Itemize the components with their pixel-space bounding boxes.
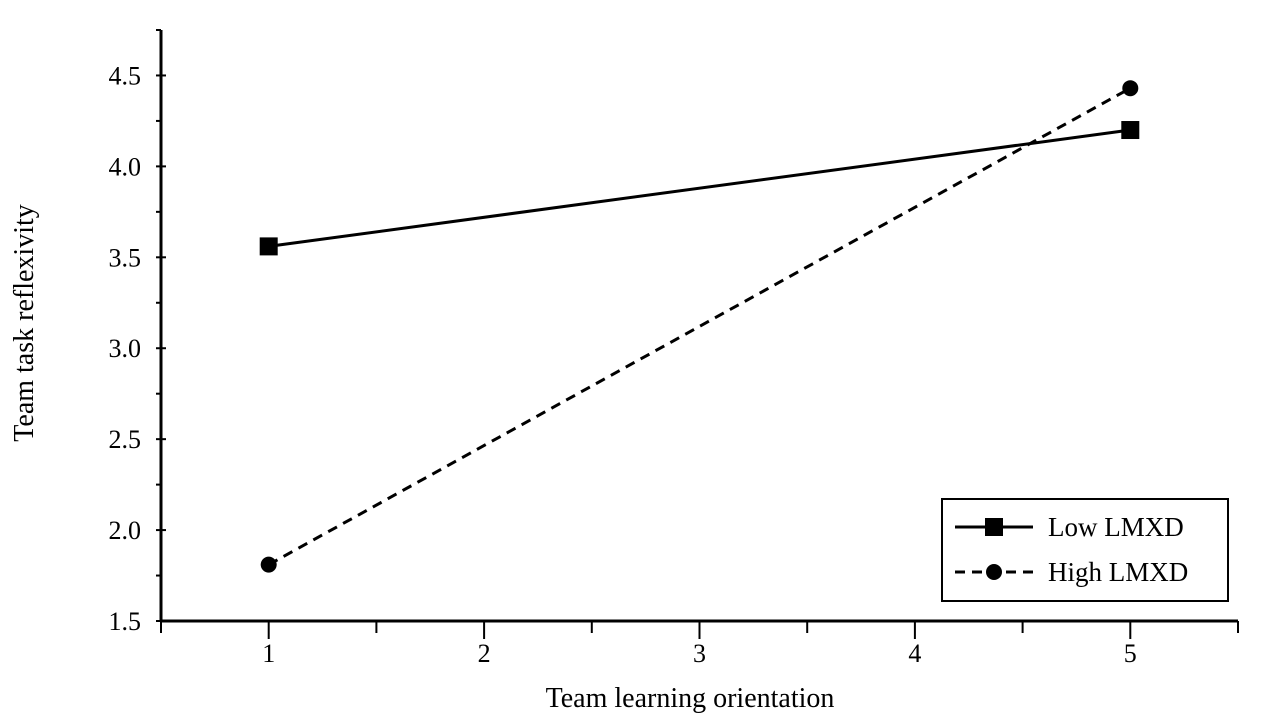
x-tick-label: 5 xyxy=(1124,639,1137,668)
y-tick-label: 2.0 xyxy=(109,516,142,545)
circle-point xyxy=(260,556,277,573)
square-point xyxy=(1121,121,1140,140)
y-tick-label: 3.5 xyxy=(109,243,142,272)
legend-marker-1 xyxy=(985,518,1003,536)
y-tick-label: 4.0 xyxy=(109,152,142,181)
circle-point xyxy=(1122,80,1139,97)
y-tick-label: 4.5 xyxy=(109,61,142,90)
series-line-2 xyxy=(267,86,1132,566)
legend-label-2: High LMXD xyxy=(1048,557,1188,587)
x-tick-label: 3 xyxy=(693,639,706,668)
x-tick-label: 1 xyxy=(262,639,275,668)
axes: 1.5 2.0 2.5 3.0 3.5 4.0 4.5 1 2 3 4 5 xyxy=(109,29,1239,668)
square-point xyxy=(259,237,278,256)
y-axis-title: Team task reflexivity xyxy=(9,204,40,442)
legend-marker-2 xyxy=(986,564,1002,580)
x-tick-label: 4 xyxy=(908,639,921,668)
legend-box xyxy=(941,498,1229,602)
y-tick-label: 2.5 xyxy=(109,425,142,454)
y-tick-label: 1.5 xyxy=(109,607,142,636)
legend-label-1: Low LMXD xyxy=(1048,512,1184,542)
x-tick-label: 2 xyxy=(478,639,491,668)
x-axis-title: Team learning orientation xyxy=(546,683,835,714)
series-layer xyxy=(259,80,1140,573)
y-tick-label: 3.0 xyxy=(109,334,142,363)
series-line-1 xyxy=(268,128,1131,248)
legend: Low LMXD High LMXD xyxy=(941,498,1229,602)
